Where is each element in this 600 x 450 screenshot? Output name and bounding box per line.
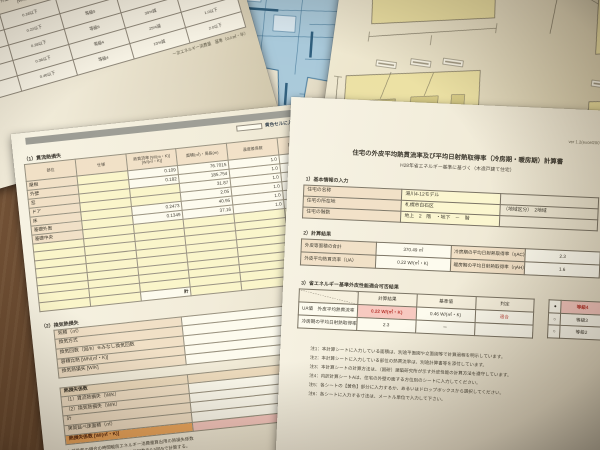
ua-calc-sheet: ver 1.2(excel2007対応) 住宅の外皮平均熱貫流率及び平均日射熱取…	[275, 96, 600, 450]
table-cell: 等級2	[559, 325, 600, 340]
notes-list: 注1：本計算シートに入力している面積は、別途平面図や立面図等で計算過程を明示して…	[294, 343, 600, 410]
table-cell: ○	[547, 324, 561, 338]
grade-legend-table: ● 等級4 ○ 等級3 ○ 等級2	[547, 299, 600, 340]
elevation-a	[367, 0, 498, 46]
table-cell: 0.22 W/(㎡・K)	[375, 255, 451, 272]
elevation-c	[549, 0, 600, 55]
table-cell: 外皮平均熱貫流率（UA）	[300, 251, 376, 269]
table-row: ○ 等級2	[547, 324, 600, 340]
table-cell: 1.6	[524, 261, 600, 278]
table-cell: 冷房期の平均日射熱取得率	[297, 314, 358, 331]
judgement-table: 計算結果 基準値 判定 UA値 外皮平均熱貫流率 0.22 W/(㎡・K) 0.46 W/…	[297, 288, 535, 339]
table-cell: 暖房期の平均日射熱取得率（ηAH）	[449, 258, 526, 275]
version-label: ver 1.2(excel2007対応)	[568, 138, 600, 146]
table-cell	[474, 322, 534, 339]
table-cell: ●	[548, 299, 562, 313]
table-cell: －	[415, 319, 475, 336]
table-cell: ○	[548, 312, 561, 326]
table-cell: 2.3	[356, 317, 416, 333]
